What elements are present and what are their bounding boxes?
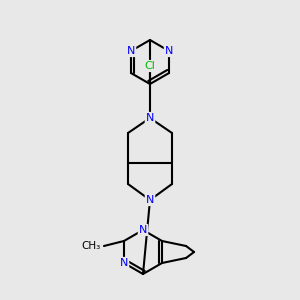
Text: N: N: [120, 258, 128, 268]
Text: N: N: [127, 46, 135, 56]
Text: N: N: [146, 195, 154, 205]
Text: N: N: [165, 46, 173, 56]
Text: CH₃: CH₃: [82, 241, 101, 251]
Text: Cl: Cl: [145, 61, 155, 71]
Text: N: N: [139, 225, 147, 235]
Text: N: N: [146, 113, 154, 123]
